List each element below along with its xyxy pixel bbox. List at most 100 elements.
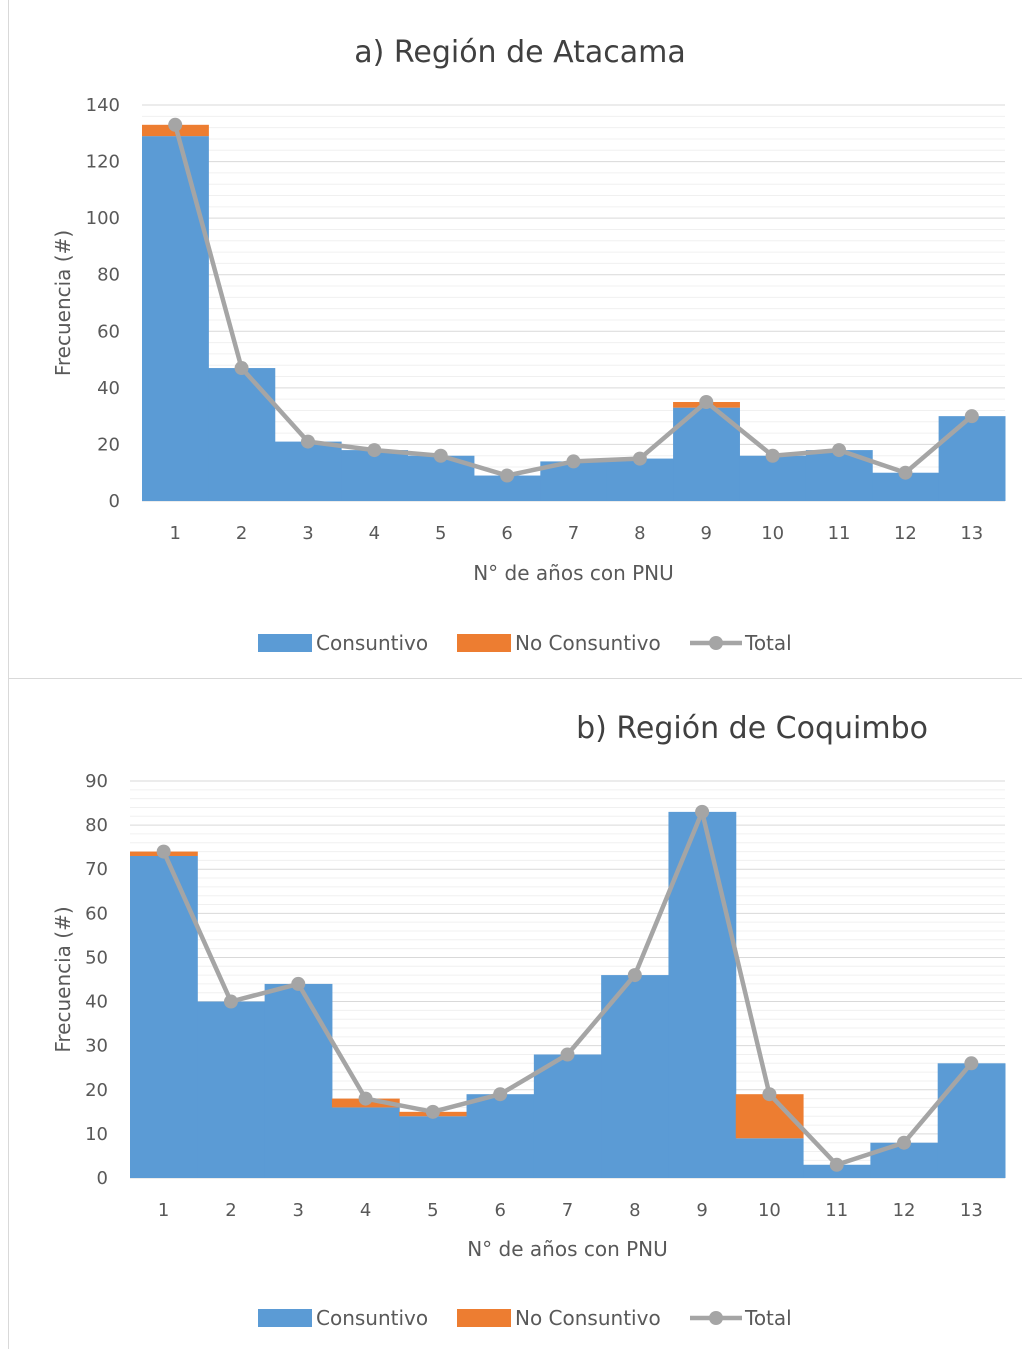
y-tick-label: 40 <box>85 992 108 1013</box>
y-axis-label: Frecuencia (#) <box>51 230 75 376</box>
total-point <box>628 968 642 982</box>
legend-marker-total <box>709 636 723 650</box>
chart-panel-coquimbo: b) Región de Coquimbo 0 10 20 30 40 50 60 70 80 90… <box>0 678 1022 1349</box>
y-tick-label: 30 <box>85 1036 108 1057</box>
bar-consuntivo <box>275 442 342 501</box>
x-tick-label: 6 <box>501 523 512 544</box>
x-tick-label: 9 <box>696 1200 707 1221</box>
chart-title: b) Región de Coquimbo <box>576 711 928 746</box>
total-point <box>561 1047 575 1061</box>
bar-consuntivo <box>399 1116 467 1178</box>
total-point <box>168 118 182 132</box>
total-point <box>367 443 381 457</box>
y-tick-label: 50 <box>85 947 108 968</box>
y-tick-label: 20 <box>85 1080 108 1101</box>
x-tick-label: 10 <box>758 1200 781 1221</box>
total-point <box>426 1105 440 1119</box>
x-tick-label: 3 <box>302 523 313 544</box>
total-point <box>766 449 780 463</box>
total-point <box>359 1092 373 1106</box>
total-point <box>567 454 581 468</box>
chart-title: a) Región de Atacama <box>354 35 686 70</box>
x-tick-label: 9 <box>701 523 712 544</box>
y-tick-label: 120 <box>86 152 120 173</box>
y-tick-label: 100 <box>86 208 120 229</box>
x-tick-label: 1 <box>158 1200 169 1221</box>
chart-panel-atacama: a) Región de Atacama 0 20 40 60 80 100 120 140 1 2… <box>0 0 1022 678</box>
bar-consuntivo <box>467 1094 535 1178</box>
x-tick-label: 3 <box>293 1200 304 1221</box>
x-tick-label: 11 <box>825 1200 848 1221</box>
x-tick-label: 2 <box>225 1200 236 1221</box>
y-tick-label: 60 <box>97 321 120 342</box>
x-tick-label: 4 <box>369 523 380 544</box>
y-tick-label: 80 <box>85 815 108 836</box>
bar-consuntivo <box>939 416 1006 501</box>
legend-swatch-no-consuntivo <box>457 634 511 652</box>
y-tick-label: 40 <box>97 378 120 399</box>
legend-label-total: Total <box>744 1306 792 1330</box>
total-point <box>493 1087 507 1101</box>
y-tick-label: 70 <box>85 859 108 880</box>
y-axis-label: Frecuencia (#) <box>51 906 75 1052</box>
x-tick-label: 5 <box>427 1200 438 1221</box>
total-point <box>500 469 514 483</box>
x-axis-label: N° de años con PNU <box>467 1237 668 1261</box>
bar-consuntivo <box>332 1107 400 1178</box>
y-tick-label: 10 <box>85 1124 108 1145</box>
total-point <box>695 805 709 819</box>
x-tick-label: 13 <box>960 1200 983 1221</box>
total-point <box>434 449 448 463</box>
legend-label-consuntivo: Consuntivo <box>316 631 428 655</box>
total-point <box>235 361 249 375</box>
x-tick-label: 8 <box>629 1200 640 1221</box>
x-axis-label: N° de años con PNU <box>473 561 674 585</box>
bar-consuntivo <box>938 1063 1006 1178</box>
x-tick-label: 12 <box>894 523 917 544</box>
total-point <box>897 1136 911 1150</box>
x-tick-label: 1 <box>169 523 180 544</box>
total-point <box>762 1087 776 1101</box>
bar-consuntivo <box>341 450 408 501</box>
bar-consuntivo <box>208 368 275 501</box>
legend-swatch-consuntivo <box>258 1309 312 1327</box>
total-point <box>291 977 305 991</box>
y-tick-label: 0 <box>97 1168 108 1189</box>
y-tick-label: 80 <box>97 265 120 286</box>
total-point <box>830 1158 844 1172</box>
x-tick-label: 2 <box>236 523 247 544</box>
total-point <box>224 995 238 1009</box>
total-point <box>964 1056 978 1070</box>
x-tick-label: 11 <box>828 523 851 544</box>
total-point <box>832 443 846 457</box>
y-tick-label: 20 <box>97 434 120 455</box>
y-tick-label: 140 <box>86 95 120 116</box>
y-tick-label: 0 <box>109 491 120 512</box>
total-point <box>301 435 315 449</box>
x-tick-label: 4 <box>360 1200 371 1221</box>
legend-label-consuntivo: Consuntivo <box>316 1306 428 1330</box>
bar-consuntivo <box>142 136 209 501</box>
x-tick-label: 12 <box>893 1200 916 1221</box>
bar-consuntivo <box>197 1002 265 1178</box>
total-point <box>898 466 912 480</box>
y-tick-label: 90 <box>85 771 108 792</box>
legend-label-no-consuntivo: No Consuntivo <box>515 1306 661 1330</box>
total-line <box>175 125 972 476</box>
bar-consuntivo <box>265 984 333 1178</box>
x-tick-label: 13 <box>960 523 983 544</box>
total-point <box>965 409 979 423</box>
x-tick-label: 7 <box>568 523 579 544</box>
legend-label-no-consuntivo: No Consuntivo <box>515 631 661 655</box>
total-point <box>157 845 171 859</box>
x-tick-label: 8 <box>634 523 645 544</box>
total-point <box>633 452 647 466</box>
legend-label-total: Total <box>744 631 792 655</box>
chart-coquimbo: b) Región de Coquimbo 0 10 20 30 40 50 60 70 80 90… <box>0 678 1022 1349</box>
y-tick-label: 60 <box>85 903 108 924</box>
x-tick-label: 6 <box>494 1200 505 1221</box>
x-tick-label: 7 <box>562 1200 573 1221</box>
legend-marker-total <box>709 1311 723 1325</box>
legend-swatch-consuntivo <box>258 634 312 652</box>
